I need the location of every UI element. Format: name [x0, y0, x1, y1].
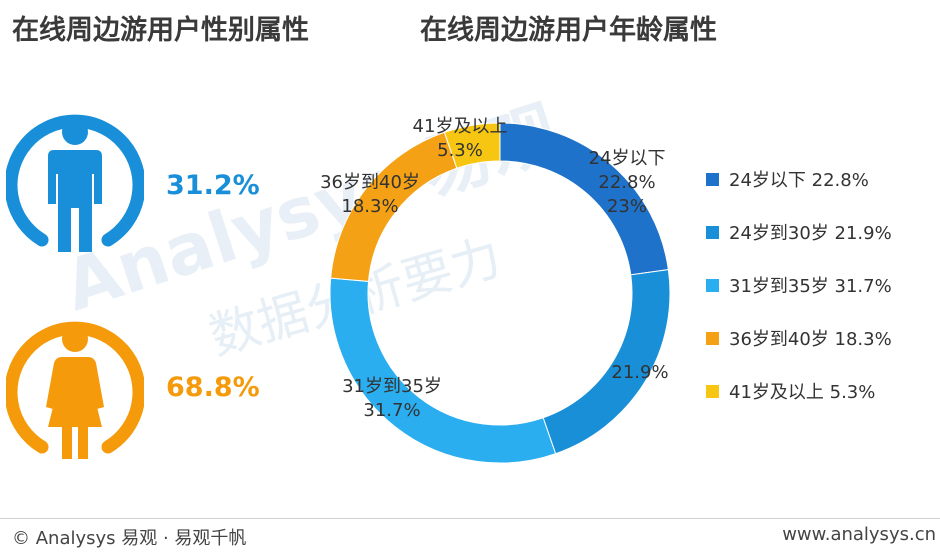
legend-swatch	[706, 331, 719, 345]
female-person-icon	[6, 321, 144, 459]
legend-item: 24岁以下 22.8%	[706, 166, 869, 192]
donut-data-label: 41岁及以上 5.3%	[413, 116, 508, 161]
legend-swatch	[706, 172, 719, 186]
footer-copyright: © Analysys 易观 · 易观千帆	[12, 528, 247, 549]
footer-website: www.analysys.cn	[782, 524, 936, 545]
legend-swatch	[706, 278, 719, 292]
gender-chart-title: 在线周边游用户性别属性	[12, 15, 309, 46]
legend-item: 24岁到30岁 21.9%	[706, 219, 892, 245]
legend-swatch	[706, 384, 719, 398]
female-percentage: 68.8%	[166, 372, 260, 403]
male-person-icon	[6, 114, 144, 252]
age-donut-chart: 24岁以下 22.8% 23% 21.9% 31岁到35岁 31.7% 36岁到40岁 18.…	[320, 116, 671, 464]
legend-label: 31岁到35岁 31.7%	[729, 276, 892, 297]
donut-slice	[443, 122, 501, 169]
donut-slice	[329, 277, 557, 464]
donut-data-label: 31岁到35岁 31.7%	[342, 376, 442, 421]
legend-label: 41岁及以上 5.3%	[729, 382, 876, 403]
legend-label: 36岁到40岁 18.3%	[729, 329, 892, 350]
legend-label: 24岁以下 22.8%	[729, 170, 869, 191]
donut-data-label: 36岁到40岁 18.3%	[320, 172, 420, 217]
age-chart-title: 在线周边游用户年龄属性	[420, 15, 717, 46]
legend-label: 24岁到30岁 21.9%	[729, 223, 892, 244]
donut-data-label: 24岁以下 22.8% 23%	[589, 148, 666, 217]
legend-item: 36岁到40岁 18.3%	[706, 325, 892, 351]
legend-item: 31岁到35岁 31.7%	[706, 272, 892, 298]
legend-item: 41岁及以上 5.3%	[706, 378, 875, 404]
male-percentage: 31.2%	[166, 170, 260, 201]
footer-divider	[0, 518, 940, 519]
donut-data-label: 21.9%	[611, 362, 668, 383]
legend-swatch	[706, 225, 719, 239]
